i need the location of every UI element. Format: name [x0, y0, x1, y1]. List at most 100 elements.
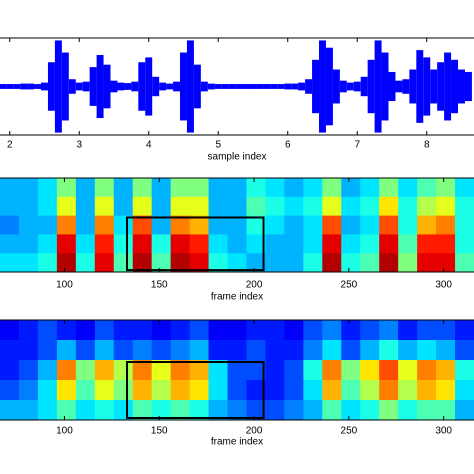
- wave-segment: [464, 71, 472, 102]
- heat-cell: [322, 234, 342, 254]
- heat-cell: [0, 380, 20, 401]
- heat-cell: [303, 340, 323, 361]
- heat-cell: [37, 215, 58, 235]
- heat-cell: [360, 215, 380, 235]
- heat-cell: [341, 253, 361, 273]
- x-tick-label: 300: [435, 426, 452, 437]
- heat-cell: [113, 360, 134, 381]
- wave-segment: [152, 76, 160, 97]
- heat-cell: [94, 234, 115, 254]
- heat-cell: [341, 178, 361, 198]
- heat-cell: [436, 380, 456, 401]
- heat-cell: [303, 320, 323, 341]
- heat-cell: [284, 234, 304, 254]
- heat-cell: [455, 234, 474, 254]
- heat-cell: [265, 196, 285, 217]
- x-axis-label: frame index: [211, 292, 263, 303]
- heat-cell: [56, 360, 77, 381]
- heat-cell: [227, 360, 247, 381]
- heat-cell: [265, 178, 285, 198]
- heat-cell: [417, 400, 437, 421]
- heat-cell: [303, 360, 323, 381]
- x-tick-label: 100: [56, 280, 73, 291]
- heat-cell: [37, 253, 58, 273]
- heat-cell: [341, 400, 361, 421]
- heat-cell: [113, 178, 134, 198]
- wave-segment: [89, 67, 97, 106]
- heat-cell: [436, 178, 456, 198]
- wave-segment: [214, 84, 222, 89]
- heat-cell: [341, 340, 361, 361]
- heat-cell: [398, 340, 418, 361]
- heat-cell: [227, 380, 247, 401]
- heat-cell: [398, 234, 418, 254]
- axes-frame: [0, 319, 474, 421]
- heat-cell: [246, 253, 266, 273]
- heat-cell: [113, 340, 134, 361]
- heat-cell: [56, 400, 77, 421]
- wave-segment: [138, 62, 146, 111]
- wave-segment: [332, 69, 340, 104]
- heat-cell: [455, 215, 474, 235]
- heat-cell: [284, 178, 304, 198]
- heat-cell: [113, 400, 134, 421]
- heat-cell: [56, 215, 77, 235]
- heat-cell: [208, 320, 229, 341]
- heat-cell: [189, 196, 210, 217]
- heat-cell: [360, 196, 380, 217]
- heat-cell: [56, 234, 77, 254]
- heat-cell: [360, 253, 380, 273]
- heat-cell: [18, 234, 39, 254]
- heat-cell: [417, 340, 437, 361]
- wave-segment: [381, 52, 389, 121]
- wave-segment: [110, 80, 118, 93]
- heat-cell: [18, 253, 39, 273]
- wave-segment: [13, 84, 21, 89]
- heat-cell: [113, 253, 134, 273]
- heat-cell: [208, 196, 229, 217]
- heat-cell: [341, 196, 361, 217]
- heat-cell: [75, 320, 96, 341]
- heat-cell: [37, 400, 58, 421]
- heat-cell: [75, 178, 96, 198]
- heat-cell: [227, 178, 247, 198]
- heat-cell: [246, 196, 266, 217]
- heat-cell: [379, 360, 399, 381]
- heat-cell: [303, 400, 323, 421]
- wave-segment: [416, 50, 424, 123]
- heat-cell: [132, 320, 153, 341]
- heat-cell: [436, 215, 456, 235]
- x-tick-label: 200: [246, 426, 263, 437]
- heat-cell: [94, 360, 115, 381]
- wave-segment: [117, 82, 125, 91]
- heat-cell: [360, 400, 380, 421]
- heat-cell: [132, 253, 153, 273]
- heat-cell: [189, 253, 210, 273]
- heat-cell: [303, 196, 323, 217]
- wave-segment: [437, 62, 445, 111]
- heat-cell: [208, 340, 229, 361]
- heat-cell: [398, 400, 418, 421]
- wave-segment: [360, 76, 368, 97]
- heat-cell: [151, 234, 172, 254]
- heat-cell: [132, 215, 153, 235]
- heat-cell: [398, 320, 418, 341]
- wave-segment: [82, 81, 90, 92]
- heat-cell: [0, 253, 20, 273]
- wave-segment: [0, 84, 7, 89]
- heat-cell: [417, 196, 437, 217]
- heat-cell: [170, 215, 191, 235]
- heat-cell: [284, 320, 304, 341]
- heat-cell: [455, 400, 474, 421]
- heat-cell: [227, 253, 247, 273]
- heat-cell: [0, 360, 20, 381]
- wave-segment: [319, 40, 326, 133]
- heat-cell: [37, 360, 58, 381]
- heat-cell: [18, 340, 39, 361]
- heat-cell: [170, 178, 191, 198]
- heat-cell: [284, 360, 304, 381]
- heat-cell: [379, 320, 399, 341]
- heat-cell: [37, 196, 58, 217]
- x-tick-label: 2: [7, 140, 13, 151]
- heat-cell: [341, 215, 361, 235]
